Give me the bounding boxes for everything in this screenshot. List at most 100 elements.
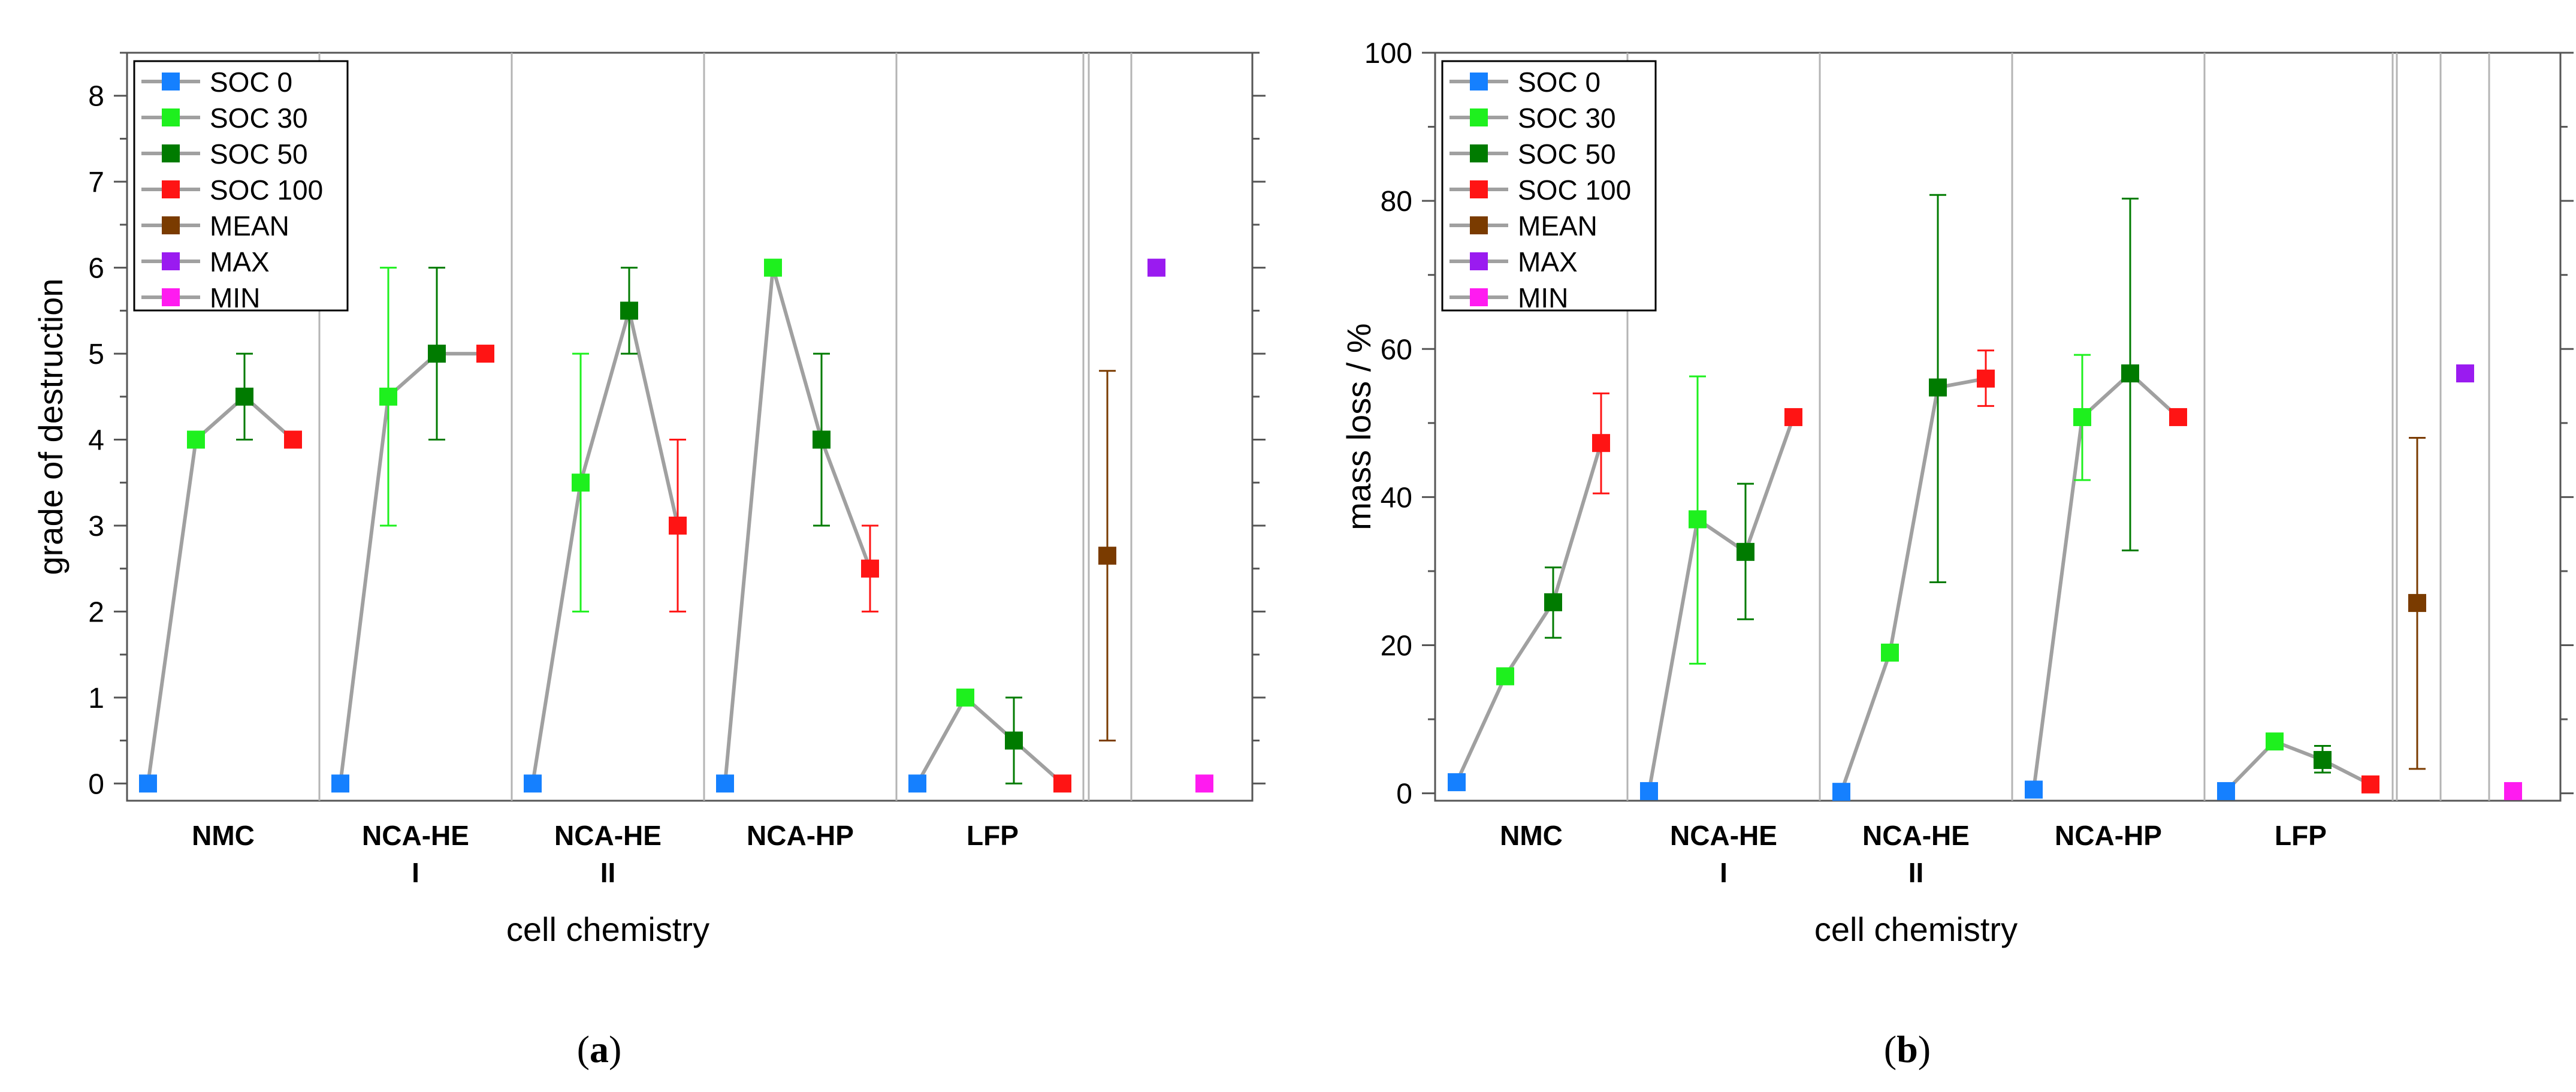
series-connector-line (723, 266, 872, 784)
legend-label: SOC 50 (210, 138, 308, 170)
data-point (861, 559, 879, 578)
data-point (956, 688, 974, 707)
legend-marker (162, 288, 180, 306)
data-point (476, 345, 494, 363)
plot-frame (126, 52, 1254, 802)
x-category-label: I (412, 857, 419, 888)
x-axis-title: cell chemistry (506, 910, 709, 948)
y-tick-label: 3 (88, 511, 104, 542)
data-point (139, 774, 157, 793)
x-category-label: NCA-HP (747, 820, 854, 851)
chart-panel-a: 0 1 2 3 4 5 6 7 8 grade of destruction cell chemis… (32, 52, 1266, 948)
y-tick-label: 0 (1396, 779, 1412, 810)
legend-marker (1470, 252, 1488, 270)
x-category-label: LFP (2275, 820, 2327, 851)
y-tick-label: 8 (88, 81, 104, 113)
data-point (1544, 593, 1562, 611)
legend-marker (162, 144, 180, 162)
y-tick-label: 80 (1381, 186, 1412, 218)
legend-marker (1470, 216, 1488, 234)
data-point (1832, 783, 1850, 801)
panel-caption-b: (b) (1884, 1028, 1931, 1070)
data-point (428, 345, 446, 363)
data-point (2314, 751, 2332, 770)
data-point (908, 774, 926, 793)
legend-label: MEAN (1518, 210, 1597, 242)
data-point (813, 430, 831, 449)
x-category-label: NMC (1500, 820, 1563, 851)
data-point (620, 301, 638, 320)
legend-marker (162, 252, 180, 270)
series-connector-line (2224, 740, 2372, 793)
legend-marker (162, 216, 180, 234)
data-point (1689, 510, 1707, 529)
data-point (2217, 782, 2235, 800)
y-axis-title: grade of destruction (32, 279, 70, 575)
y-tick-label: 60 (1381, 334, 1412, 366)
data-point (1977, 369, 1995, 388)
data-point (1098, 547, 1116, 565)
legend-marker (1470, 108, 1488, 126)
x-category-label: II (1908, 857, 1924, 888)
data-point (1195, 774, 1213, 793)
series-connector-line (531, 309, 680, 784)
data-point (764, 258, 782, 277)
legend-marker (1470, 73, 1488, 91)
panel-caption-a: (a) (577, 1028, 622, 1070)
data-point (1053, 774, 1071, 793)
panel-caption-a-letter: a (590, 1028, 609, 1070)
data-point (284, 430, 302, 449)
x-category-label: I (1720, 857, 1728, 888)
legend-label: MEAN (210, 210, 289, 242)
legend-label: SOC 0 (210, 67, 292, 98)
data-point (2073, 408, 2091, 426)
data-point (524, 774, 542, 793)
y-tick-label: 7 (88, 167, 104, 198)
series-connector-line (1455, 442, 1603, 783)
legend-label: MIN (210, 282, 260, 313)
x-category-label: NMC (192, 820, 255, 851)
y-tick-label: 5 (88, 339, 104, 370)
data-point (2456, 364, 2474, 383)
x-category-label: NCA-HE (362, 820, 469, 851)
series-connector-line (146, 394, 294, 784)
y-tick-label: 20 (1381, 631, 1412, 662)
legend-marker (162, 180, 180, 198)
x-category-label: NCA-HE (1862, 820, 1970, 851)
legend-marker (162, 108, 180, 126)
data-point (235, 387, 253, 406)
data-point (2504, 782, 2522, 800)
legend-label: SOC 50 (1518, 138, 1616, 170)
plot-frame (1434, 52, 2562, 802)
data-point (1005, 731, 1023, 750)
series-connector-line (1647, 416, 1795, 792)
data-point (2408, 594, 2426, 613)
series-connector-line (2032, 372, 2180, 790)
y-tick-label: 6 (88, 253, 104, 285)
y-tick-label: 0 (88, 768, 104, 800)
series-connector-line (339, 352, 485, 784)
legend-label: MAX (1518, 246, 1578, 277)
data-point (2169, 408, 2187, 426)
series-connector-line (916, 695, 1064, 785)
data-point (2266, 732, 2284, 751)
data-point (1496, 667, 1514, 686)
legend-label: SOC 30 (1518, 102, 1616, 134)
data-point (572, 473, 590, 492)
y-tick-label: 4 (88, 425, 104, 457)
data-point (2121, 364, 2139, 383)
data-point (1929, 378, 1947, 397)
data-point (2025, 780, 2043, 799)
data-point (1737, 542, 1754, 561)
y-tick-label: 2 (88, 596, 104, 628)
series-connector-line (1840, 376, 1986, 793)
data-point (2361, 775, 2379, 794)
legend-marker (162, 73, 180, 91)
x-category-label: LFP (967, 820, 1019, 851)
y-tick-label: 40 (1381, 482, 1412, 514)
y-tick-label: 1 (88, 683, 104, 714)
y-tick-label: 100 (1364, 38, 1412, 70)
x-category-label: II (600, 857, 616, 888)
x-category-label: NCA-HE (1670, 820, 1777, 851)
legend-label: MIN (1518, 282, 1568, 313)
